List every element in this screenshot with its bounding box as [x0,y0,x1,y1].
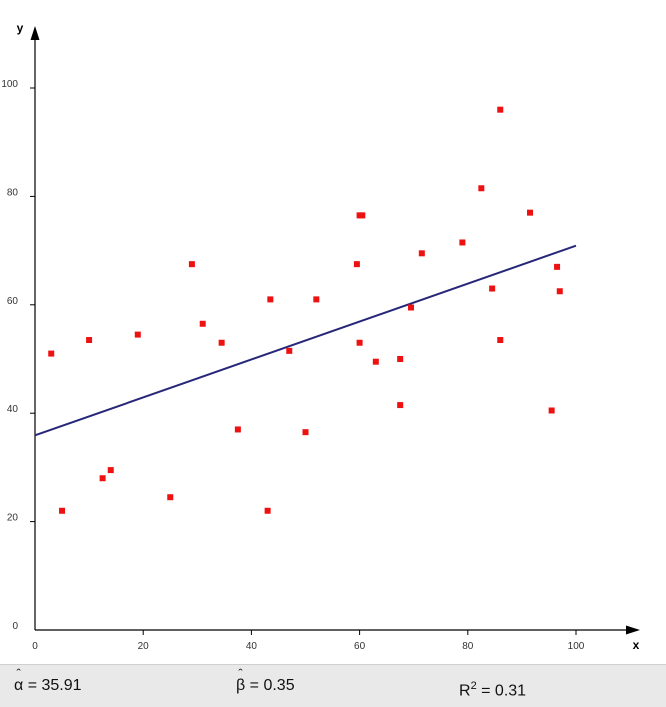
x-tick-label: 100 [568,641,585,652]
data-point [407,304,414,311]
data-point [234,426,241,433]
x-tick-label: 0 [32,641,38,652]
y-axis-label: y [17,21,24,35]
x-axis-arrow [626,625,640,635]
data-point [86,337,93,344]
data-point [418,250,425,257]
data-point [554,263,561,270]
data-point [218,339,225,346]
data-point [353,261,360,268]
data-point [302,429,309,436]
data-point [548,407,555,414]
y-tick-label: 80 [7,187,19,198]
data-point [359,212,366,219]
beta-value: = 0.35 [249,677,295,694]
data-point [199,320,206,327]
chart-svg: x y 0 20 40 60 80 100 0 20 40 60 80 100 [1,21,640,652]
data-point [397,356,404,362]
r-squared-stat: R2 = 0.31 [459,680,526,700]
data-point [497,106,504,113]
x-tick-label: 40 [246,641,258,652]
data-point [264,507,271,514]
x-tick-label: 60 [354,641,366,652]
data-point [397,402,404,409]
data-point [313,296,320,303]
data-point [99,475,106,482]
scatter-chart: x y 0 20 40 60 80 100 0 20 40 60 80 100 [1,21,640,652]
y-tick-label: 100 [1,79,18,90]
regression-line [34,244,577,437]
data-point [356,339,363,346]
data-point [478,185,485,192]
x-tick-label: 20 [138,641,150,652]
data-point [59,507,66,514]
data-point [459,239,466,246]
r2-superscript: 2 [470,680,477,692]
x-tick-label: 80 [462,641,474,652]
data-point [497,337,504,344]
data-point [527,209,534,216]
data-point [134,331,141,338]
data-point [188,261,195,268]
alpha-value: = 35.91 [27,677,82,694]
y-tick-label: 20 [7,513,19,524]
y-tick-label: 0 [12,621,18,632]
data-point [489,285,496,292]
r2-symbol: R [459,682,471,700]
y-tick-label: 60 [7,296,19,307]
data-point [556,288,563,295]
data-point [167,494,174,501]
data-point [267,296,274,303]
y-axis-arrow [30,26,40,40]
x-axis-label: x [633,638,640,652]
data-point [107,467,114,474]
data-point [48,350,55,357]
data-point [286,347,293,354]
r2-value: = 0.31 [481,682,527,700]
data-point [372,358,379,365]
y-tick-label: 40 [7,404,19,415]
